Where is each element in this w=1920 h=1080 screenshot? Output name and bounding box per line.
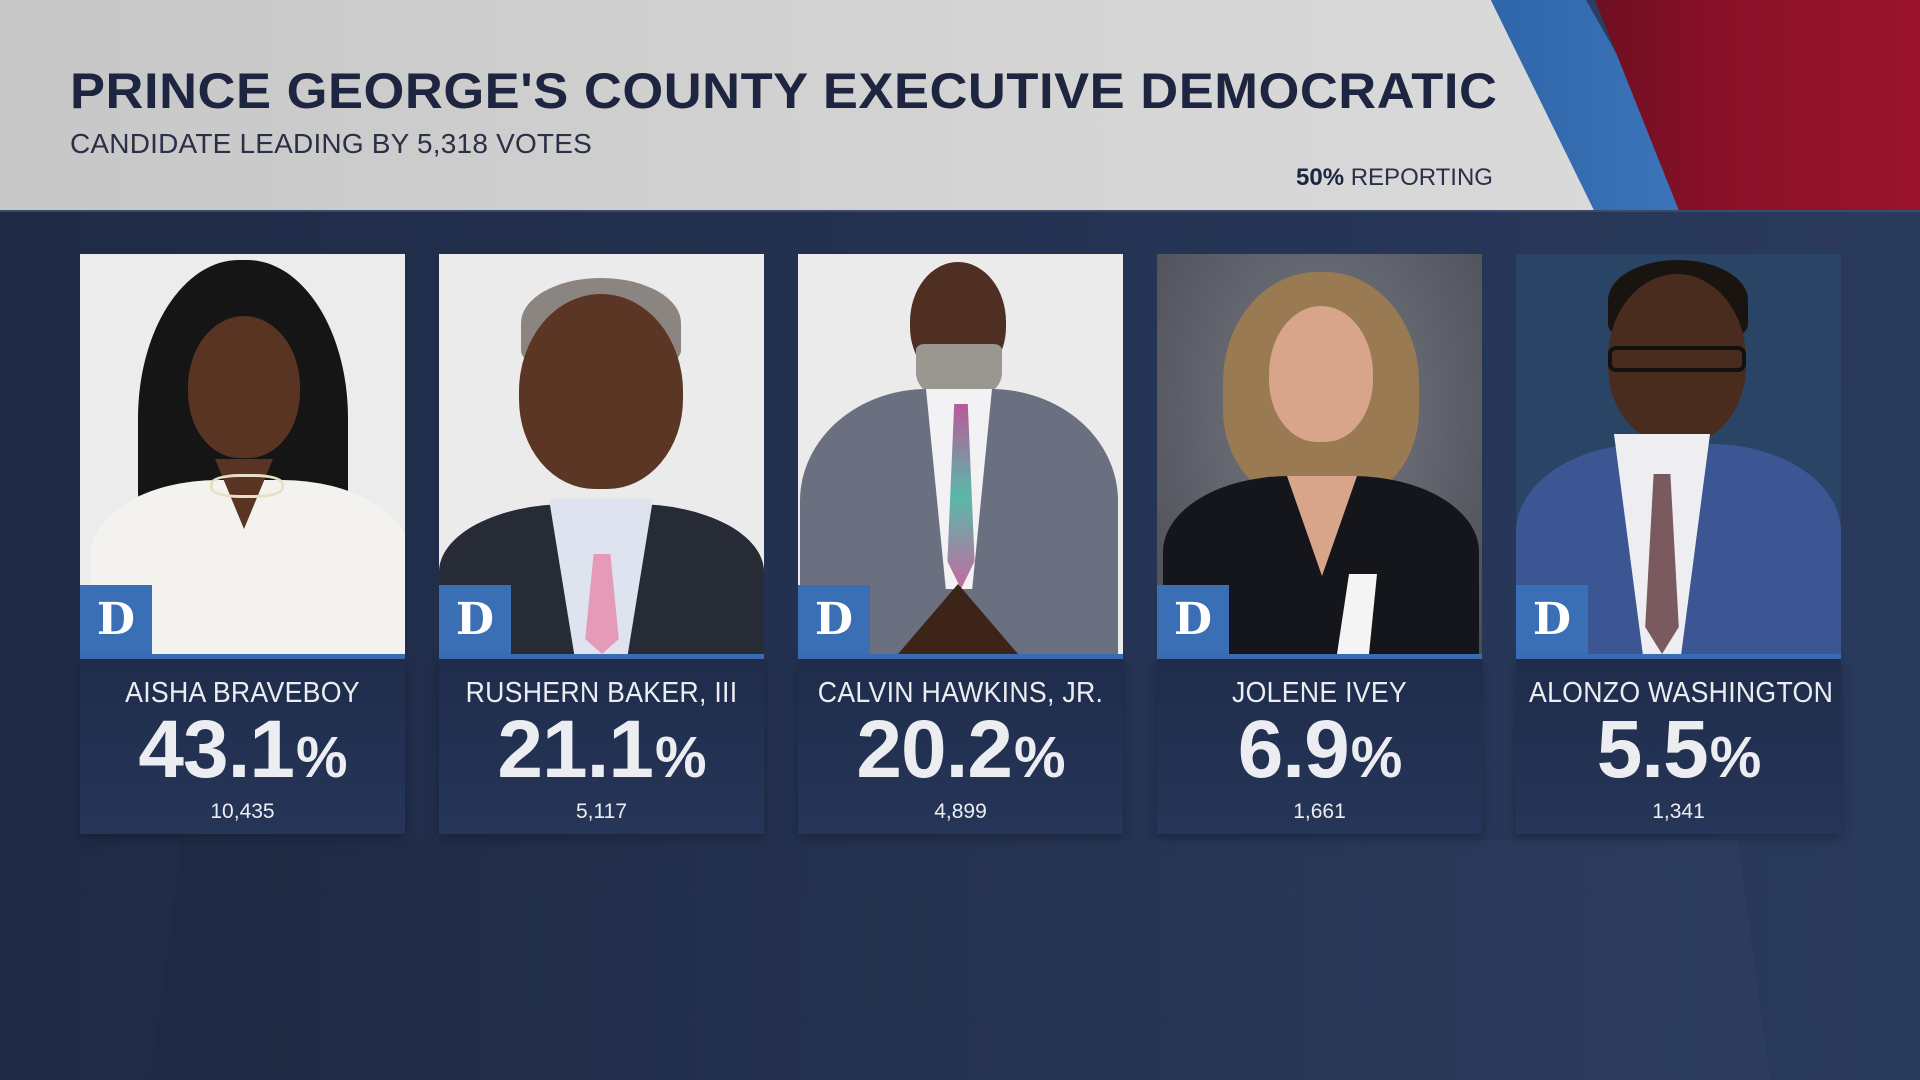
vote-percentage: 6.9%: [1157, 709, 1482, 791]
candidate-card: D ALONZO WASHINGTON 5.5% 1,341: [1516, 254, 1841, 834]
candidate-card: D AISHA BRAVEBOY 43.1% 10,435: [80, 254, 405, 834]
race-title: PRINCE GEORGE'S COUNTY EXECUTIVE DEMOCRA…: [70, 63, 1498, 119]
party-badge-democrat: D: [80, 585, 152, 654]
photo-accent-line: [798, 654, 1123, 659]
reporting-label: REPORTING: [1350, 164, 1493, 191]
candidate-photo: D: [798, 254, 1123, 654]
percent-value: 6.9: [1237, 704, 1350, 795]
candidate-photo: D: [80, 254, 405, 654]
face-shape: [188, 316, 300, 458]
photo-accent-line: [1157, 654, 1482, 659]
face-shape: [519, 294, 683, 489]
candidate-photo: D: [1157, 254, 1482, 654]
vote-percentage: 20.2%: [798, 709, 1123, 791]
photo-accent-line: [80, 654, 405, 659]
vote-count: 1,661: [1293, 800, 1346, 823]
candidate-result-panel: RUSHERN BAKER, III 21.1% 5,117: [439, 659, 764, 834]
party-badge-democrat: D: [798, 585, 870, 654]
percent-sign: %: [1350, 725, 1403, 790]
vote-count: 1,341: [1652, 800, 1705, 823]
candidate-card: D RUSHERN BAKER, III 21.1% 5,117: [439, 254, 764, 834]
party-badge-democrat: D: [1157, 585, 1229, 654]
percent-value: 5.5: [1596, 704, 1709, 795]
candidate-name: CALVIN HAWKINS, JR.: [817, 677, 1104, 709]
percent-sign: %: [1014, 725, 1066, 790]
photo-accent-line: [439, 654, 764, 659]
percent-value: 21.1: [497, 704, 654, 795]
pearl-necklace-shape: [210, 474, 284, 498]
vote-count: 5,117: [576, 800, 627, 823]
vote-count: 10,435: [210, 800, 275, 823]
vote-count: 4,899: [934, 800, 987, 823]
reporting-percent: 50%: [1296, 164, 1345, 191]
face-shape: [1608, 274, 1746, 444]
candidate-result-panel: CALVIN HAWKINS, JR. 20.2% 4,899: [798, 659, 1123, 834]
photo-accent-line: [1516, 654, 1841, 659]
reporting-status: 50% REPORTING: [1296, 164, 1493, 192]
background-beam-decoration: [150, 840, 1770, 1080]
glasses-shape: [1608, 346, 1746, 372]
candidate-photo: D: [439, 254, 764, 654]
party-badge-democrat: D: [439, 585, 511, 654]
percent-sign: %: [655, 725, 707, 790]
face-shape: [1269, 306, 1373, 442]
vote-percentage: 43.1%: [80, 709, 405, 791]
party-badge-democrat: D: [1516, 585, 1588, 654]
candidate-result-panel: AISHA BRAVEBOY 43.1% 10,435: [80, 659, 405, 834]
candidate-photo: D: [1516, 254, 1841, 654]
candidate-result-panel: ALONZO WASHINGTON 5.5% 1,341: [1516, 659, 1841, 834]
candidate-name: ALONZO WASHINGTON: [1529, 677, 1834, 709]
candidate-card: D CALVIN HAWKINS, JR. 20.2% 4,899: [798, 254, 1123, 834]
candidate-name: AISHA BRAVEBOY: [125, 677, 360, 709]
header-divider: [0, 210, 1920, 212]
percent-value: 43.1: [138, 704, 295, 795]
percent-sign: %: [1709, 725, 1762, 790]
percent-sign: %: [296, 725, 348, 790]
candidate-card: D JOLENE IVEY 6.9% 1,661: [1157, 254, 1482, 834]
candidate-name: JOLENE IVEY: [1231, 677, 1408, 709]
percent-value: 20.2: [856, 704, 1013, 795]
candidate-name: RUSHERN BAKER, III: [465, 677, 738, 709]
results-header: PRINCE GEORGE'S COUNTY EXECUTIVE DEMOCRA…: [0, 0, 1920, 212]
candidate-result-panel: JOLENE IVEY 6.9% 1,661: [1157, 659, 1482, 834]
lead-margin-text: CANDIDATE LEADING BY 5,318 VOTES: [70, 128, 592, 159]
vote-percentage: 21.1%: [439, 709, 764, 791]
vote-percentage: 5.5%: [1516, 709, 1841, 791]
